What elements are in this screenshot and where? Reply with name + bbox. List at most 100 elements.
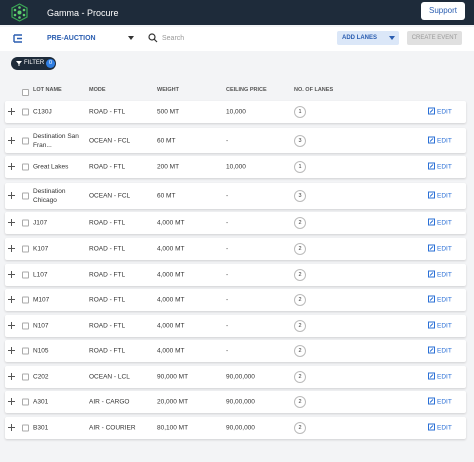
expand-icon[interactable] [8, 295, 15, 305]
ceiling-price: - [226, 219, 229, 227]
column-header: MODE [89, 87, 106, 93]
expand-icon[interactable] [8, 191, 15, 201]
edit-icon[interactable] [428, 136, 435, 145]
mode: OCEAN - LCL [89, 373, 130, 380]
expand-icon[interactable] [8, 346, 15, 356]
mode: ROAD - FTL [89, 296, 126, 304]
row-checkbox[interactable] [22, 296, 29, 304]
table-row: J107 ROAD - FTL 4,000 MT - 2 EDIT [5, 212, 466, 234]
add-lanes-button[interactable] [337, 31, 399, 45]
edit-button[interactable]: EDIT [437, 163, 452, 171]
expand-icon[interactable] [8, 244, 15, 254]
column-header: NO. OF LANES [294, 87, 334, 93]
weight: 4,000 MT [157, 245, 185, 253]
column-header: CEILING PRICE [226, 87, 267, 93]
lane-count: 2 [294, 345, 306, 357]
expand-icon[interactable] [8, 218, 15, 228]
caret [128, 36, 134, 40]
support-button[interactable]: Support [421, 2, 465, 20]
edit-icon[interactable] [428, 372, 435, 381]
table-row: Destination San Fran... OCEAN - FCL 60 MT -… [5, 128, 466, 153]
expand-icon[interactable] [8, 162, 15, 172]
ceiling-price: 90,00,000 [226, 424, 255, 431]
edit-icon[interactable] [428, 321, 435, 330]
expand-icon[interactable] [8, 321, 15, 331]
expand-icon[interactable] [8, 107, 15, 117]
ceiling-price: - [226, 245, 229, 253]
row-checkbox[interactable] [22, 322, 29, 329]
create-event-button[interactable]: CREATE EVENT [407, 31, 462, 45]
expand-icon[interactable] [8, 136, 15, 146]
row-checkbox[interactable] [22, 163, 29, 171]
edit-icon[interactable] [428, 295, 435, 305]
mode: AIR - COURIER [89, 424, 136, 431]
edit-button[interactable]: EDIT [437, 347, 452, 355]
row-checkbox[interactable] [22, 373, 29, 380]
lot-name: Destination Chicago [33, 188, 66, 204]
lot-name: C202 [33, 373, 49, 380]
expand-icon[interactable] [8, 423, 15, 433]
edit-button[interactable]: EDIT [437, 245, 452, 253]
edit-icon[interactable] [428, 423, 435, 432]
app-name: Gamma - Procure [47, 8, 119, 18]
row-checkbox[interactable] [22, 424, 29, 431]
lane-count: 2 [294, 421, 306, 434]
expand-icon[interactable] [8, 397, 15, 407]
ceiling-price: - [226, 347, 229, 355]
edit-button[interactable]: EDIT [437, 219, 452, 227]
filter-button[interactable] [11, 57, 56, 70]
mode: ROAD - FTL [89, 322, 126, 329]
weight: 60 MT [157, 192, 176, 200]
select-all-checkbox[interactable] [22, 89, 29, 96]
weight: 60 MT [157, 137, 176, 144]
table-row: Great Lakes ROAD - FTL 200 MT 10,000 1 EDIT [5, 156, 466, 178]
table-row: C130J ROAD - FTL 500 MT 10,000 1 EDIT [5, 101, 466, 123]
edit-button[interactable]: EDIT [437, 296, 452, 304]
mode: ROAD - FTL [89, 108, 126, 116]
edit-icon[interactable] [428, 162, 435, 172]
mode: ROAD - FTL [89, 271, 126, 278]
lane-count: 2 [294, 396, 306, 408]
edit-icon[interactable] [428, 244, 435, 254]
edit-button[interactable]: EDIT [437, 424, 452, 431]
mode: OCEAN - FCL [89, 137, 131, 144]
edit-button[interactable]: EDIT [437, 322, 452, 329]
row-checkbox[interactable] [22, 398, 29, 406]
row-checkbox[interactable] [22, 219, 29, 227]
lane-count: 1 [294, 161, 306, 173]
edit-button[interactable]: EDIT [437, 137, 452, 144]
edit-button[interactable]: EDIT [437, 398, 452, 406]
table-row: M107 ROAD - FTL 4,000 MT - 2 EDIT [5, 289, 466, 311]
edit-icon[interactable] [428, 346, 435, 356]
row-checkbox[interactable] [22, 271, 29, 278]
menu-icon[interactable] [13, 34, 23, 43]
stage-select[interactable]: PRE-AUCTION [47, 35, 96, 42]
edit-button[interactable]: EDIT [437, 373, 452, 380]
edit-icon[interactable] [428, 191, 435, 201]
edit-button[interactable]: EDIT [437, 271, 452, 278]
weight: 80,100 MT [157, 424, 189, 431]
edit-button[interactable]: EDIT [437, 108, 452, 116]
edit-icon[interactable] [428, 270, 435, 279]
row-checkbox[interactable] [22, 347, 29, 355]
expand-icon[interactable] [8, 270, 15, 280]
logo [11, 3, 28, 22]
weight: 500 MT [157, 108, 180, 116]
ceiling-price: - [226, 322, 229, 329]
row-checkbox[interactable] [22, 192, 29, 200]
row-checkbox[interactable] [22, 245, 29, 253]
edit-button[interactable]: EDIT [437, 192, 452, 200]
table-row: N105 ROAD - FTL 4,000 MT - 2 EDIT [5, 340, 466, 362]
expand-icon[interactable] [8, 372, 15, 382]
weight: 4,000 MT [157, 322, 185, 329]
edit-icon[interactable] [428, 107, 435, 117]
edit-icon[interactable] [428, 218, 435, 228]
row-checkbox[interactable] [22, 137, 29, 144]
edit-icon[interactable] [428, 397, 435, 407]
row-checkbox[interactable] [22, 108, 29, 116]
lot-name: A301 [33, 398, 49, 406]
lot-name: K107 [33, 245, 49, 253]
filter-label: FILTER [24, 60, 45, 66]
search-input[interactable]: Search [162, 35, 185, 42]
lot-name: N105 [33, 347, 49, 355]
